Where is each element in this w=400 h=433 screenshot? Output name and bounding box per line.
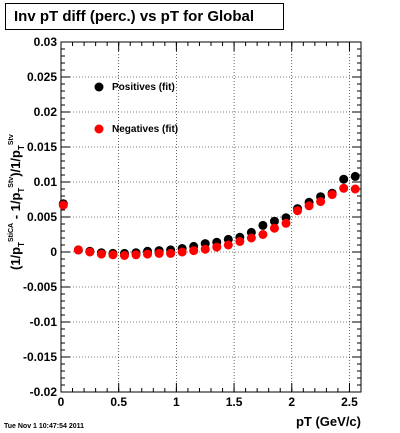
y-tick-label: 0.005 (27, 210, 57, 224)
data-points (58, 171, 360, 260)
point-negatives (58, 200, 68, 210)
point-positives (350, 171, 360, 181)
point-negatives (119, 251, 129, 260)
point-negatives (316, 197, 326, 207)
y-axis-title: (1/pTStiCA - 1/pTStv)/1/pTStv (8, 134, 26, 270)
point-negatives (108, 250, 118, 260)
point-positives (339, 174, 349, 184)
grid-lines (60, 41, 361, 393)
x-tick-label: 2 (288, 395, 295, 409)
point-negatives (223, 240, 233, 250)
x-tick-label: 1 (173, 395, 180, 409)
point-negatives (96, 249, 106, 259)
legend-label-negatives: Negatives (fit) (112, 124, 178, 135)
point-positives (258, 220, 268, 230)
legend-marker-negatives (94, 124, 104, 134)
y-tick-label: 0.025 (27, 70, 57, 84)
point-negatives (166, 248, 176, 258)
axis-ticks (60, 41, 362, 393)
timestamp: Tue Nov 1 10:47:54 2011 (4, 423, 84, 430)
point-negatives (327, 190, 337, 200)
point-positives (269, 216, 279, 226)
y-tick-labels: -0.02 -0.015 -0.01 -0.005 0 0.005 0.01 0.015 0.0… (23, 35, 57, 399)
y-tick-label: -0.005 (23, 280, 57, 294)
point-negatives (246, 233, 256, 243)
x-axis-title: pT (GeV/c) (296, 414, 361, 429)
y-tick-label: 0.02 (34, 105, 58, 119)
y-tick-label: -0.015 (23, 350, 57, 364)
point-negatives (143, 249, 153, 259)
y-tick-label: -0.01 (30, 315, 58, 329)
y-tick-label: 0.01 (34, 175, 58, 189)
x-tick-label: 0 (58, 395, 65, 409)
point-negatives (235, 237, 245, 246)
point-negatives (258, 230, 268, 239)
point-negatives (269, 223, 279, 233)
point-negatives (281, 218, 291, 228)
y-tick-label: 0 (50, 245, 57, 259)
legend: Positives (fit) Negatives (fit) (94, 82, 178, 135)
point-negatives (189, 246, 199, 256)
legend-label-positives: Positives (fit) (112, 82, 175, 93)
point-negatives (339, 183, 349, 193)
point-negatives (177, 247, 187, 257)
point-negatives (131, 250, 141, 260)
point-negatives (304, 201, 314, 211)
y-tick-label: 0.015 (27, 140, 57, 154)
point-negatives (73, 245, 83, 255)
point-negatives (293, 206, 303, 216)
x-tick-label: 2.5 (341, 395, 358, 409)
y-tick-label: 0.03 (34, 35, 58, 49)
chart-title: Inv pT diff (perc.) vs pT for Global (5, 3, 284, 30)
x-tick-label: 0.5 (110, 395, 127, 409)
legend-marker-positives (94, 82, 104, 92)
point-negatives (154, 248, 164, 258)
x-tick-label: 1.5 (226, 395, 243, 409)
point-negatives (200, 244, 210, 254)
point-negatives (85, 247, 95, 257)
y-tick-label: -0.02 (30, 385, 58, 399)
x-tick-labels: 0 0.5 1 1.5 2 2.5 (58, 395, 358, 409)
point-negatives (212, 242, 222, 252)
point-negatives (350, 184, 360, 194)
